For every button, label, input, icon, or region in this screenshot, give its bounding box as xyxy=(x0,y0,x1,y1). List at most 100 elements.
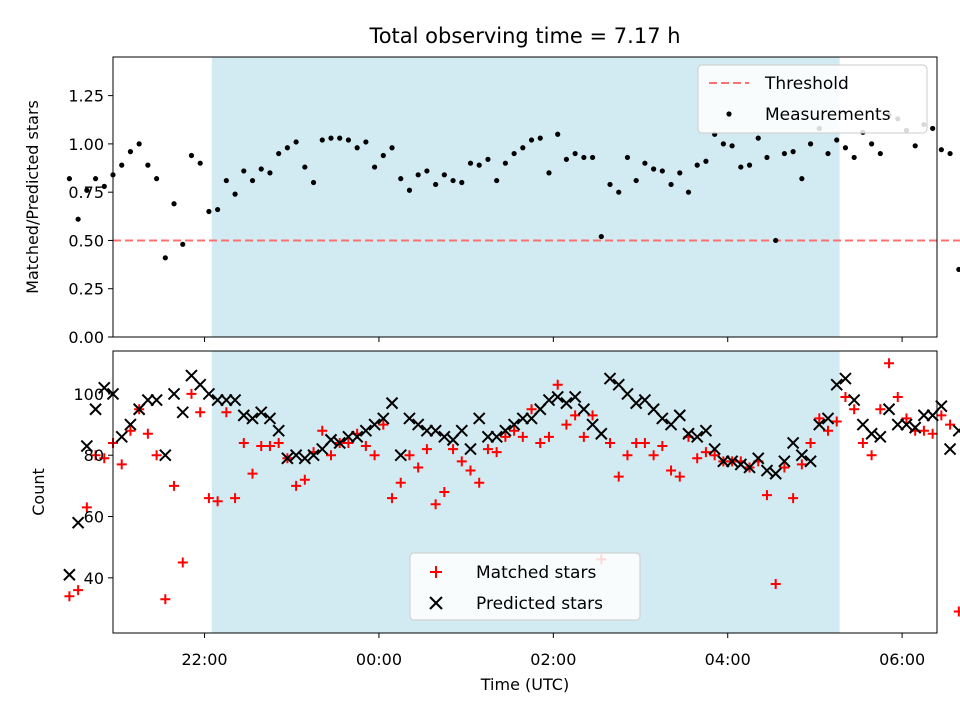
measurement-point xyxy=(851,154,857,161)
measurement-point xyxy=(764,154,770,161)
matched-star-point xyxy=(125,425,136,436)
predicted-star-point xyxy=(80,439,94,453)
measurement-point xyxy=(825,150,831,157)
matched-star-point xyxy=(779,462,790,473)
matched-star-point xyxy=(90,450,101,461)
measurement-point xyxy=(284,145,290,151)
measurement-point xyxy=(223,177,229,184)
matched-star-point xyxy=(709,450,720,461)
matched-star-point xyxy=(866,450,877,461)
matched-star-point xyxy=(561,419,572,430)
matched-star-point xyxy=(814,413,825,424)
predicted-star-point xyxy=(228,393,242,407)
predicted-star-point xyxy=(473,412,486,425)
y-tick-label: 0.75 xyxy=(68,183,104,202)
predicted-star-point xyxy=(943,442,957,456)
predicted-star-point xyxy=(865,427,878,440)
measurement-point xyxy=(502,160,508,166)
measurement-point xyxy=(755,135,761,141)
measurement-point xyxy=(398,176,404,182)
predicted-star-point xyxy=(656,412,669,425)
matched-star-point xyxy=(849,404,860,415)
matched-star-point xyxy=(892,391,903,402)
predicted-star-point xyxy=(159,449,172,462)
measurement-point xyxy=(310,179,317,186)
measurement-point xyxy=(136,141,142,147)
matched-star-point xyxy=(823,425,834,436)
measurement-point xyxy=(598,233,604,240)
matched-star-point xyxy=(160,594,171,605)
matched-star-point xyxy=(482,444,493,455)
predicted-star-point xyxy=(237,409,251,422)
matched-star-point xyxy=(692,453,703,464)
measurement-point xyxy=(328,135,334,141)
measurement-point xyxy=(642,160,648,166)
predicted-star-point xyxy=(629,396,643,410)
matched-star-point xyxy=(648,450,659,461)
measurement-point xyxy=(249,177,256,184)
matched-star-point xyxy=(177,557,188,568)
measurement-point xyxy=(84,187,90,193)
matched-star-point xyxy=(421,444,432,455)
bottom-y-axis-title: Count xyxy=(29,468,48,516)
measurement-point xyxy=(433,181,439,188)
measurement-point xyxy=(459,179,465,186)
measurement-point xyxy=(180,241,186,247)
matched-star-point xyxy=(195,407,206,418)
predicted-star-point xyxy=(411,418,425,431)
matched-star-point xyxy=(81,502,92,513)
measurement-point xyxy=(703,158,709,164)
measurement-point xyxy=(415,172,421,178)
predicted-star-point xyxy=(202,387,216,401)
measurement-point xyxy=(450,177,456,184)
predicted-star-point xyxy=(71,516,85,529)
predicted-star-point xyxy=(874,430,887,444)
predicted-star-point xyxy=(725,455,739,468)
matched-star-point xyxy=(264,441,275,452)
matched-star-point xyxy=(186,388,197,399)
bottom-legend: Matched stars Predicted stars xyxy=(409,552,641,621)
measurement-point xyxy=(956,266,960,273)
bottom-marks-layer xyxy=(63,358,960,617)
predicted-star-point xyxy=(429,424,442,437)
predicted-star-point xyxy=(752,452,765,465)
matched-star-point xyxy=(230,493,241,504)
measurement-point xyxy=(773,237,779,244)
bottom-legend-box xyxy=(409,552,641,621)
measurement-point xyxy=(75,216,81,222)
matched-star-point xyxy=(325,450,336,461)
predicted-star-point xyxy=(699,424,713,437)
y-tick-label: 1.25 xyxy=(68,87,104,106)
measurement-point xyxy=(197,160,203,166)
matched-star-point xyxy=(622,450,633,461)
y-tick-label: 0.50 xyxy=(68,231,104,250)
measurement-point xyxy=(842,145,849,151)
predicted-star-point xyxy=(307,449,320,462)
matched-star-point xyxy=(770,578,781,589)
predicted-star-point xyxy=(368,418,381,431)
top-x-ticks xyxy=(204,337,903,342)
matched-star-point xyxy=(543,431,554,442)
matched-star-point xyxy=(875,404,886,415)
y-tick-label: 100 xyxy=(73,385,104,404)
matched-star-point xyxy=(212,496,223,507)
matched-star-point xyxy=(639,437,650,448)
matched-star-point xyxy=(238,437,249,448)
measurement-point xyxy=(720,141,726,147)
matched-star-point xyxy=(169,480,180,491)
predicted-star-point xyxy=(813,418,826,431)
measurement-point xyxy=(406,187,413,193)
measurement-point xyxy=(188,152,195,159)
measurement-point xyxy=(276,150,282,157)
measurement-point xyxy=(441,172,447,178)
predicted-star-point xyxy=(490,430,503,444)
bottom-axes-frame xyxy=(112,350,938,634)
matched-star-point xyxy=(500,431,511,442)
predicted-star-point xyxy=(560,396,573,410)
predicted-star-point xyxy=(935,399,948,413)
measurement-point xyxy=(616,189,622,195)
measurement-point xyxy=(938,147,944,153)
matched-star-point xyxy=(369,450,380,461)
measurement-point xyxy=(738,164,744,170)
matched-legend-swatch xyxy=(430,566,442,578)
